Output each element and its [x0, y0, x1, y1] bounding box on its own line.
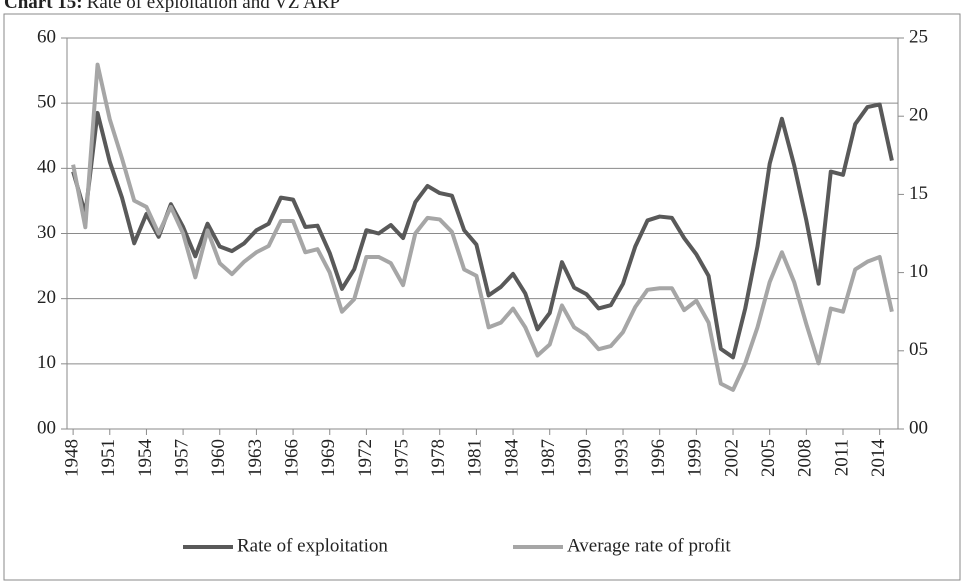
- x-tick-label: 1948: [61, 439, 82, 477]
- y-tick-label: 20: [37, 287, 56, 308]
- y2-tick-label: 15: [909, 183, 928, 204]
- x-tick-label: 1990: [575, 439, 596, 477]
- y2-tick-label: 05: [909, 339, 928, 360]
- y2-tick-label: 10: [909, 261, 928, 282]
- y-tick-label: 40: [37, 157, 56, 178]
- x-tick-label: 1996: [648, 439, 669, 477]
- x-tick-label: 1987: [538, 439, 559, 477]
- y-tick-label: 30: [37, 222, 56, 243]
- x-tick-label: 1966: [281, 439, 302, 477]
- chart-frame: [3, 13, 961, 581]
- x-tick-label: 1963: [245, 439, 266, 477]
- y-tick-label: 00: [37, 417, 56, 438]
- x-tick-label: 2008: [795, 439, 816, 477]
- y2-tick-label: 20: [909, 105, 928, 126]
- x-tick-label: 2002: [721, 439, 742, 477]
- x-tick-label: 1951: [98, 439, 119, 477]
- title-label: Chart 15:: [4, 0, 83, 13]
- legend-label: Rate of exploitation: [237, 535, 388, 556]
- y-tick-label: 60: [37, 26, 56, 47]
- legend-label: Average rate of profit: [567, 535, 731, 556]
- x-tick-label: 1999: [685, 439, 706, 477]
- x-tick-label: 1972: [355, 439, 376, 477]
- title-text: Rate of exploitation and VZ ARP: [87, 0, 341, 13]
- chart-title: Chart 15: Rate of exploitation and VZ ARP: [4, 0, 340, 13]
- y2-tick-label: 00: [909, 417, 928, 438]
- x-tick-label: 2011: [831, 439, 852, 476]
- x-tick-label: 2005: [758, 439, 779, 477]
- x-tick-label: 1978: [428, 439, 449, 477]
- y-tick-label: 10: [37, 352, 56, 373]
- y2-tick-label: 25: [909, 26, 928, 47]
- x-tick-label: 1954: [135, 439, 156, 478]
- x-tick-label: 1957: [171, 439, 192, 477]
- line-series: [71, 62, 894, 392]
- x-tick-label: 1975: [391, 439, 412, 477]
- x-tick-label: 1960: [208, 439, 229, 477]
- x-tick-label: 1984: [501, 439, 522, 478]
- line-series: [71, 102, 894, 360]
- x-tick-label: 2014: [868, 439, 889, 478]
- x-tick-label: 1981: [465, 439, 486, 477]
- x-tick-label: 1969: [318, 439, 339, 477]
- x-tick-label: 1993: [611, 439, 632, 477]
- y-tick-label: 50: [37, 92, 56, 113]
